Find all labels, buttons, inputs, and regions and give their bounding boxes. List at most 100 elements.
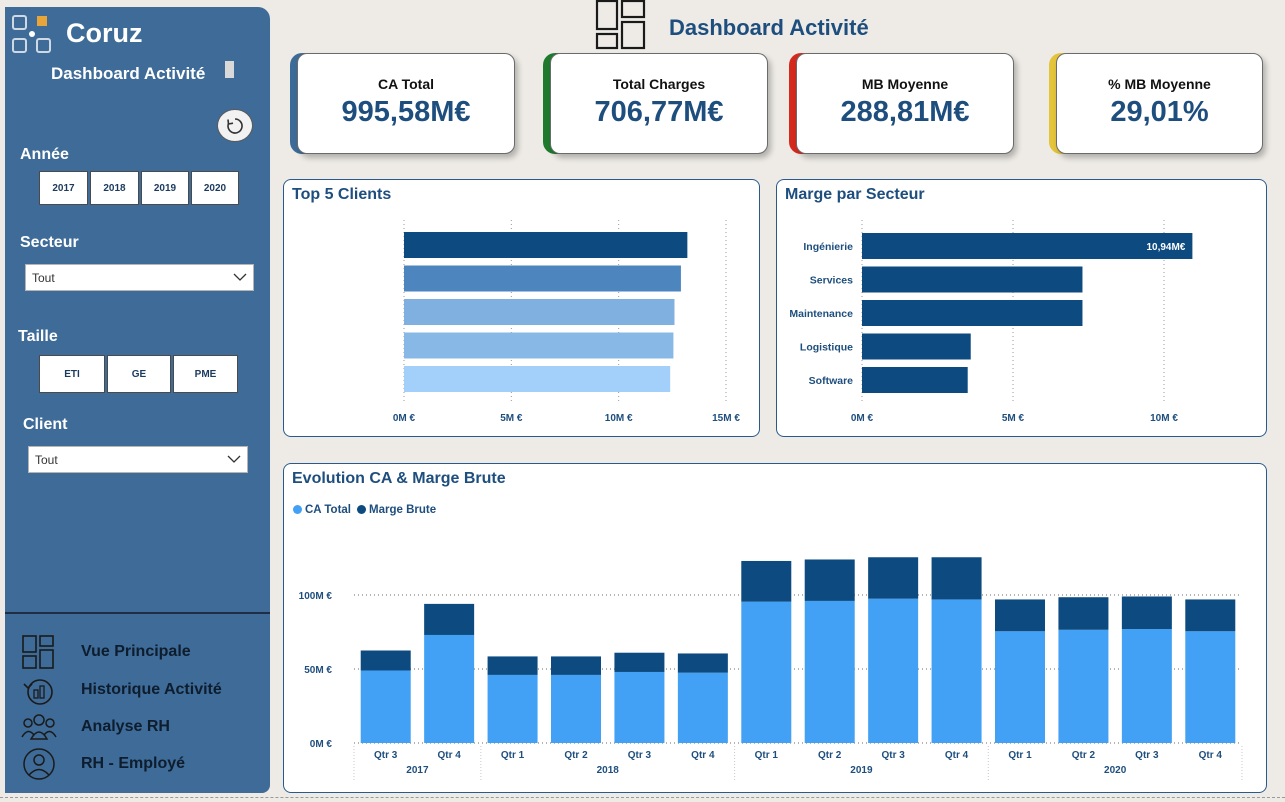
- dashboard-icon: [595, 0, 646, 50]
- bar: [404, 366, 671, 392]
- bar-ca-total: [1121, 629, 1172, 743]
- x-tick-label: 10M €: [605, 413, 633, 424]
- x-tick-label: Qtr 3: [881, 750, 905, 761]
- bar: [862, 233, 1193, 259]
- bar-ca-total: [868, 598, 919, 743]
- chart-title: Top 5 Clients: [292, 186, 392, 203]
- bar: [404, 232, 688, 258]
- year-2018-button[interactable]: 2018: [90, 171, 139, 205]
- bar: [862, 367, 968, 393]
- filter-taille-label: Taille: [18, 328, 58, 345]
- chevron-down-icon: [233, 273, 247, 281]
- kpi-label: Total Charges: [612, 76, 706, 92]
- year-2017-button[interactable]: 2017: [39, 171, 88, 205]
- legend-item-ca-total[interactable]: CA Total: [293, 504, 351, 516]
- year-2020-button[interactable]: 2020: [191, 171, 239, 205]
- bar-ca-total: [677, 672, 728, 743]
- y-tick-label: 50M €: [304, 665, 332, 676]
- chart-legend: CA Total Marge Brute: [293, 504, 436, 516]
- secteur-dropdown[interactable]: Tout: [25, 264, 254, 291]
- kpi-value: 706,77M€: [594, 96, 724, 128]
- brand-name: Coruz: [66, 18, 143, 48]
- year-2019-button[interactable]: 2019: [141, 171, 189, 205]
- bar-ca-total: [1058, 629, 1109, 743]
- taille-pme-button[interactable]: PME: [173, 355, 238, 393]
- bar-marge-brute: [868, 557, 919, 599]
- bar: [862, 300, 1083, 326]
- nav-analyse-rh[interactable]: Analyse RH: [20, 709, 170, 745]
- taille-eti-button[interactable]: ETI: [39, 355, 105, 393]
- bar-marge-brute: [677, 653, 728, 673]
- taille-ge-button[interactable]: GE: [107, 355, 171, 393]
- sidebar-divider: [5, 612, 270, 614]
- kpi-card-mb-moyenne: MB Moyenne 288,81M€: [796, 53, 1014, 154]
- kpi-label: CA Total: [378, 76, 434, 92]
- nav-vue-principale[interactable]: Vue Principale: [20, 634, 191, 670]
- coruz-logo-icon: [12, 15, 51, 53]
- nav-historique-activite[interactable]: Historique Activité: [20, 672, 222, 708]
- top-clients-panel: Top 5 Clients 0M € 5M € 10M € 15M €: [283, 179, 760, 437]
- nav-label: RH - Employé: [81, 755, 186, 772]
- history-icon: [23, 679, 53, 705]
- reset-filters-button[interactable]: [217, 109, 253, 142]
- dashboard-icon: [22, 635, 54, 669]
- category-label: Logistique: [800, 342, 853, 354]
- x-tick-label: 5M €: [500, 413, 523, 424]
- chart-title: Evolution CA & Marge Brute: [292, 470, 506, 487]
- group-label: 2017: [406, 765, 429, 776]
- x-tick-label: 0M €: [851, 413, 874, 424]
- bar-ca-total: [614, 671, 665, 743]
- team-icon: [21, 714, 57, 740]
- secteur-dropdown-value: Tout: [32, 270, 55, 285]
- kpi-card-pct-mb-moyenne: % MB Moyenne 29,01%: [1056, 53, 1263, 154]
- client-dropdown[interactable]: Tout: [28, 446, 248, 473]
- nav-label: Vue Principale: [81, 643, 191, 660]
- page-title: Dashboard Activité: [669, 15, 869, 40]
- marge-secteur-chart: 0M € 5M € 10M € Ingénierie 10,94M€ Services Ma…: [789, 220, 1193, 424]
- filter-client-label: Client: [23, 416, 68, 433]
- x-tick-label: Qtr 3: [628, 750, 652, 761]
- bar-ca-total: [931, 599, 982, 743]
- filter-annee-label: Année: [20, 146, 69, 163]
- category-label: Software: [809, 375, 854, 387]
- kpi-label: MB Moyenne: [861, 76, 949, 92]
- kpi-card-ca-total: CA Total 995,58M€: [297, 53, 515, 154]
- bar-ca-total: [741, 601, 792, 743]
- group-label: 2018: [597, 765, 620, 776]
- top-clients-chart: 0M € 5M € 10M € 15M €: [393, 220, 740, 424]
- bar-marge-brute: [551, 656, 601, 675]
- x-tick-label: Qtr 1: [1008, 750, 1032, 761]
- bar-marge-brute: [804, 559, 855, 601]
- marge-secteur-panel: Marge par Secteur 0M € 5M € 10M € Ingénieri…: [776, 179, 1267, 437]
- bar-ca-total: [1185, 631, 1236, 743]
- bar-marge-brute: [741, 560, 792, 602]
- nav-label: Historique Activité: [81, 681, 222, 698]
- chart-title: Marge par Secteur: [785, 186, 925, 203]
- bar: [862, 266, 1083, 293]
- data-label: 10,94M€: [1146, 242, 1185, 253]
- reset-icon: [227, 117, 243, 134]
- bar: [404, 299, 675, 325]
- bar-ca-total: [360, 670, 411, 743]
- x-tick-label: Qtr 4: [691, 750, 715, 761]
- x-tick-label: Qtr 2: [818, 750, 842, 761]
- group-label: 2020: [1104, 765, 1127, 776]
- bar: [862, 333, 971, 360]
- bar-marge-brute: [1185, 599, 1236, 632]
- x-tick-label: 5M €: [1002, 413, 1025, 424]
- x-tick-label: Qtr 2: [564, 750, 588, 761]
- text-cursor: [225, 61, 234, 78]
- chevron-down-icon: [227, 455, 241, 463]
- nav-rh-employe[interactable]: RH - Employé: [20, 746, 185, 782]
- bar-marge-brute: [931, 557, 982, 600]
- x-tick-label: Qtr 4: [945, 750, 969, 761]
- bar-ca-total: [804, 600, 855, 743]
- legend-item-marge-brute[interactable]: Marge Brute: [357, 504, 436, 516]
- category-label: Maintenance: [789, 308, 853, 320]
- evolution-panel: Evolution CA & Marge Brute CA Total Marg…: [283, 463, 1267, 793]
- page-bottom-border: [0, 797, 1285, 802]
- x-tick-label: Qtr 3: [1135, 750, 1159, 761]
- bar-marge-brute: [487, 656, 538, 675]
- bar-marge-brute: [1058, 597, 1109, 630]
- bar-marge-brute: [995, 599, 1045, 632]
